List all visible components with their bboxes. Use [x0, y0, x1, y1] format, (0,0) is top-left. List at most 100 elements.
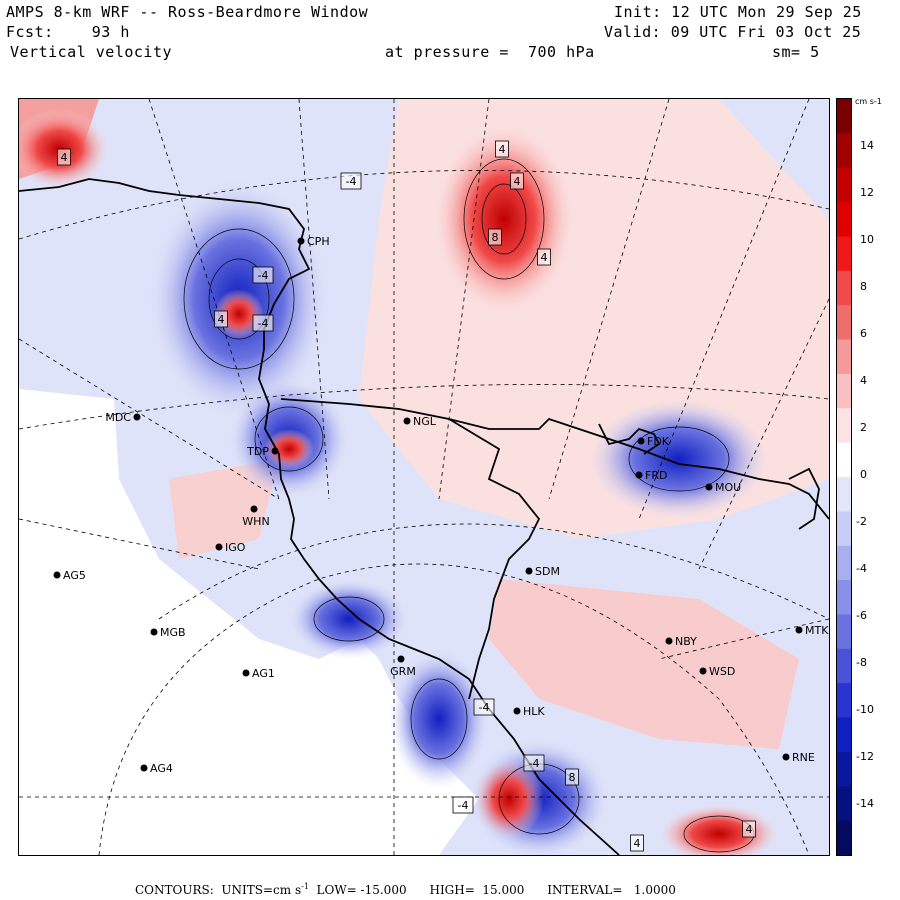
colorbar-tick-label: -8	[856, 656, 867, 669]
station-marker-nby	[665, 637, 673, 645]
updraft-core	[659, 804, 779, 855]
station-label-mou: MOU	[715, 481, 741, 494]
station-label-ag1: AG1	[252, 667, 275, 680]
contour-info: CONTOURS: UNITS=cm s-1 LOW= -15.000 HIGH…	[135, 882, 676, 897]
contour-label-box	[630, 834, 644, 852]
station-layer: CPH MDC NGL TDP FDK FRD MOU WHN IGO SDM AG5 MGB NBY M…	[53, 235, 829, 775]
colorbar-tick-label: 0	[860, 468, 867, 481]
contour-units-exponent: -1	[301, 882, 309, 891]
contour-label-box	[565, 768, 579, 786]
contour-label-box	[488, 228, 502, 246]
graticule	[19, 99, 829, 855]
colorbar-segment	[837, 270, 851, 306]
station-label-igo: IGO	[225, 541, 246, 554]
station-marker-frd	[635, 471, 643, 479]
colorbar-segment	[837, 717, 851, 753]
station-marker-ag1	[242, 669, 250, 677]
colorbar-segment	[837, 820, 851, 855]
colorbar-segment	[837, 339, 851, 375]
colorbar-tick-label: -4	[856, 562, 867, 575]
map-title: AMPS 8-km WRF -- Ross-Beardmore Window	[6, 3, 369, 21]
station-label-ngl: NGL	[413, 415, 437, 428]
station-marker-sdm	[525, 567, 533, 575]
colorbar-segment	[837, 545, 851, 581]
contour-label-box	[510, 172, 524, 190]
contour-label: 4	[541, 251, 548, 264]
contour-lines	[183, 158, 755, 853]
colorbar-segment	[837, 580, 851, 615]
station-marker-tdp	[271, 447, 279, 455]
station-marker-mtk	[795, 626, 803, 634]
station-label-frd: FRD	[645, 469, 667, 482]
contour-label: -4	[258, 269, 269, 282]
station-label-ag4: AG4	[150, 762, 173, 775]
contour-label-group: 4 -4 4 4 8 4 -4 4 -4 -4 8 -4 -4 4 4	[57, 140, 756, 852]
contour-label: 4	[61, 151, 68, 164]
colorbar-tick-label: -12	[856, 750, 874, 763]
forecast-hour: Fcst: 93 h	[6, 23, 130, 41]
colorbar-segment	[837, 133, 851, 169]
station-marker-mgb	[150, 628, 158, 636]
colorbar-tick-label: -14	[856, 797, 874, 810]
station-marker-cph	[297, 237, 305, 245]
colorbar-segment	[837, 236, 851, 272]
colorbar-segment	[837, 683, 851, 719]
contour-label-box	[523, 754, 545, 772]
station-marker-grm	[397, 655, 405, 663]
colorbar-segment	[837, 511, 851, 547]
contour-label-box	[57, 148, 71, 166]
updraft-core	[434, 124, 574, 314]
colorbar-tick-label: 6	[860, 327, 867, 340]
contour-label: 4	[746, 823, 753, 836]
station-marker-mdc	[133, 413, 141, 421]
colorbar-units-text: cm s-1	[855, 97, 882, 106]
station-label-grm: GRM	[390, 665, 416, 678]
field-name: Vertical velocity	[10, 43, 173, 61]
station-label-rne: RNE	[792, 751, 815, 764]
station-marker-rne	[782, 753, 790, 761]
updraft-core	[264, 429, 314, 469]
colorbar-tick-label: 14	[860, 139, 874, 152]
station-label-mdc: MDC	[105, 411, 131, 424]
colorbar-segment	[837, 99, 851, 134]
colorbar-units: cm s-1	[855, 97, 882, 106]
colorbar-tick-label: -6	[856, 609, 867, 622]
colorbar-tick-label: 2	[860, 421, 867, 434]
contour-label-box	[340, 172, 362, 190]
colorbar	[836, 98, 852, 856]
colorbar-segment	[837, 648, 851, 684]
station-label-hlk: HLK	[523, 705, 545, 718]
station-label-mtk: MTK	[805, 624, 829, 637]
contour-label: 4	[218, 313, 225, 326]
contour-label-box	[742, 820, 756, 838]
contour-label: -4	[529, 757, 540, 770]
pressure-level: at pressure = 700 hPa	[385, 43, 595, 61]
downdraft-core	[589, 399, 769, 519]
contour-label: -4	[458, 799, 469, 812]
colorbar-tick-label: 10	[860, 233, 874, 246]
contour-label: -4	[479, 701, 490, 714]
colorbar-tick-label: 8	[860, 280, 867, 293]
colorbar-segment	[837, 786, 851, 822]
station-marker-ag5	[53, 571, 61, 579]
coastline	[19, 178, 829, 855]
contour-label: -4	[346, 175, 357, 188]
smoothing-value: sm= 5	[772, 43, 820, 61]
station-label-tdp: TDP	[246, 445, 269, 458]
station-label-sdm: SDM	[535, 565, 560, 578]
colorbar-segment	[837, 167, 851, 203]
contour-label: -4	[258, 317, 269, 330]
positive-region	[489, 579, 799, 749]
station-label-whn: WHN	[242, 515, 269, 528]
station-label-nby: NBY	[675, 635, 697, 648]
station-marker-igo	[215, 543, 223, 551]
contour-label-box	[452, 796, 474, 814]
station-marker-wsd	[699, 667, 707, 675]
plateau-mask	[19, 389, 479, 855]
valid-time: Valid: 09 UTC Fri 03 Oct 25	[604, 23, 862, 41]
contour-units-label: CONTOURS: UNITS=cm s	[135, 883, 302, 897]
map-panel: 4 -4 4 4 8 4 -4 4 -4 -4 8 -4 -4 4 4 CPH MDC NGL TDP FDK FRD…	[18, 98, 830, 856]
station-label-wsd: WSD	[709, 665, 735, 678]
station-marker-ag4	[140, 764, 148, 772]
colorbar-segment	[837, 305, 851, 341]
